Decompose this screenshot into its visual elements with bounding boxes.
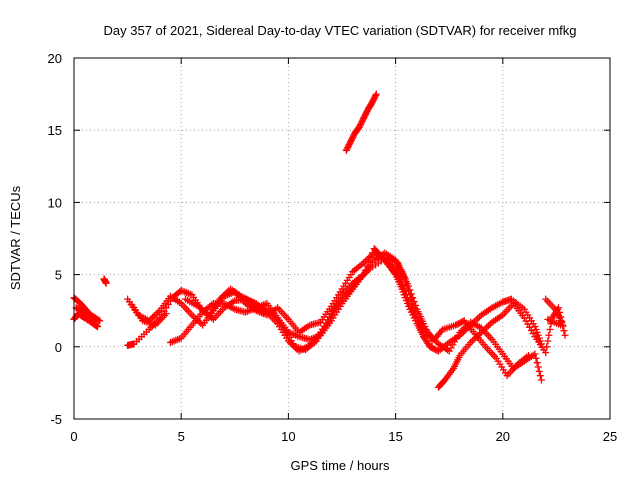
data-point <box>531 350 539 358</box>
data-point <box>556 308 564 316</box>
data-point <box>402 278 410 286</box>
axis-ticks <box>73 57 611 420</box>
data-point <box>545 331 553 339</box>
data-point <box>560 327 568 335</box>
data-point <box>561 331 569 339</box>
data-point <box>94 316 102 324</box>
y-tick-label: 15 <box>48 123 62 138</box>
series-upper-segment <box>342 90 380 154</box>
grid-lines <box>74 58 610 419</box>
data-point <box>406 291 414 299</box>
data-point <box>534 363 542 371</box>
data-point <box>468 337 476 345</box>
y-tick-label: 20 <box>48 51 62 66</box>
data-point <box>372 92 380 100</box>
y-tick-label: 0 <box>55 340 62 355</box>
data-point <box>557 321 565 329</box>
data-point <box>401 287 409 295</box>
data-point <box>433 346 441 354</box>
data-point <box>413 312 421 320</box>
data-point <box>485 322 493 330</box>
y-tick-label: 5 <box>55 268 62 283</box>
data-point <box>102 279 110 287</box>
data-point <box>555 304 563 312</box>
data-point <box>535 367 543 375</box>
x-axis-label: GPS time / hours <box>291 458 390 473</box>
data-point <box>407 295 415 303</box>
y-tick-label: -5 <box>50 412 62 427</box>
series-track-b <box>70 249 567 384</box>
series-track-d <box>72 253 565 380</box>
plot-frame <box>73 57 611 420</box>
data-point <box>410 304 418 312</box>
x-tick-labels: 0 5 10 15 20 25 <box>70 429 617 444</box>
data-point <box>409 299 417 307</box>
data-point <box>404 286 412 294</box>
data-point <box>152 310 160 318</box>
data-point <box>536 372 544 380</box>
data-point <box>459 318 467 326</box>
x-tick-label: 0 <box>70 429 77 444</box>
x-tick-label: 20 <box>496 429 510 444</box>
data-point <box>543 343 551 351</box>
data-point <box>524 320 532 328</box>
data-point <box>162 310 170 318</box>
y-axis-label: SDTVAR / TECUs <box>8 185 23 290</box>
chart-title: Day 357 of 2021, Sidereal Day-to-day VTE… <box>104 23 577 38</box>
data-point <box>532 354 540 362</box>
data-point <box>557 313 565 321</box>
data-point <box>361 257 369 265</box>
data-point <box>416 321 424 329</box>
x-tick-label: 10 <box>281 429 295 444</box>
data-point <box>474 314 482 322</box>
data-point <box>537 376 545 384</box>
data-point <box>544 337 552 345</box>
data-point <box>525 351 533 359</box>
data-point <box>400 273 408 281</box>
data-point <box>403 282 411 290</box>
x-tick-label: 25 <box>603 429 617 444</box>
y-tick-labels: -5 0 5 10 15 20 <box>48 51 62 427</box>
data-point <box>533 359 541 367</box>
data-point <box>372 90 380 98</box>
data-point <box>414 317 422 325</box>
x-tick-label: 5 <box>178 429 185 444</box>
data-point <box>526 323 534 331</box>
data-point <box>522 317 530 325</box>
data-point <box>96 317 104 325</box>
data-point <box>412 308 420 316</box>
y-tick-label: 10 <box>48 195 62 210</box>
data-points <box>70 90 569 391</box>
x-tick-label: 15 <box>388 429 402 444</box>
data-point <box>546 325 554 333</box>
data-point <box>542 349 550 357</box>
